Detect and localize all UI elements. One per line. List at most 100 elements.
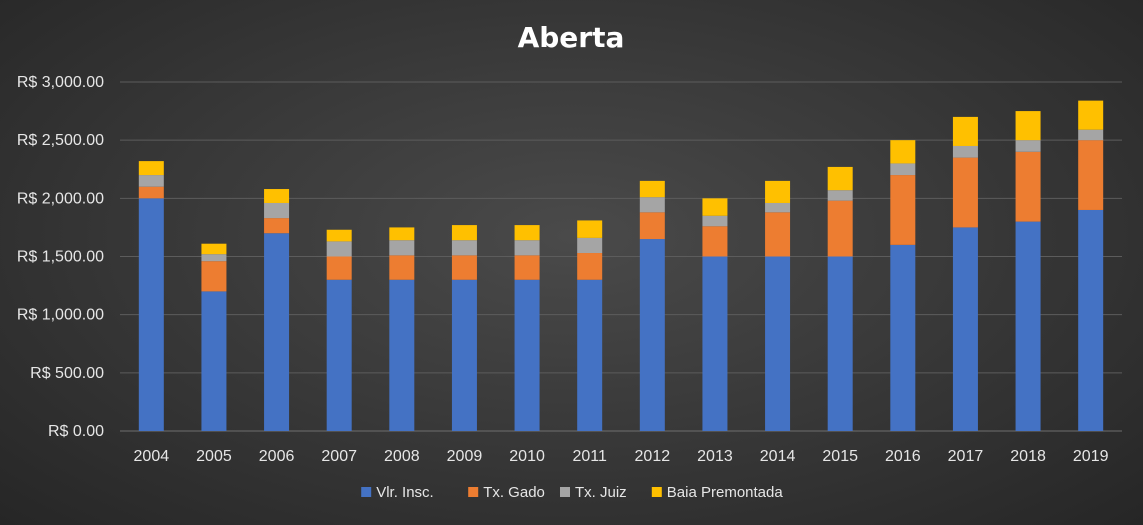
- bar-segment: [765, 180, 791, 203]
- y-tick-label: R$ 3,000.00: [17, 74, 104, 91]
- bar-segment: [702, 256, 728, 431]
- bar-segment: [451, 225, 477, 241]
- bar-stack: [138, 161, 164, 431]
- legend-item: Vlr. Insc.: [361, 484, 434, 501]
- legend-label: Vlr. Insc.: [376, 484, 434, 501]
- bar-segment: [952, 157, 978, 228]
- x-tick-label: 2014: [760, 448, 796, 465]
- bar-segment: [138, 175, 164, 187]
- y-tick-label: R$ 500.00: [30, 365, 104, 382]
- bar-segment: [827, 166, 853, 191]
- bar-segment: [389, 240, 415, 256]
- y-axis-tick-labels: R$ 0.00 R$ 500.00 R$ 1,000.00 R$ 1,500.00 R$…: [17, 74, 104, 440]
- bar-stack: [639, 180, 665, 431]
- bar-segment: [890, 175, 916, 245]
- bar-segment: [451, 255, 477, 280]
- bar-segment: [1078, 209, 1104, 431]
- bar-segment: [201, 291, 227, 431]
- bar-segment: [389, 227, 415, 241]
- y-tick-label: R$ 2,000.00: [17, 190, 104, 207]
- bar-segment: [138, 161, 164, 176]
- bar-segment: [952, 116, 978, 146]
- bar-segment: [451, 279, 477, 431]
- bar-segment: [264, 233, 290, 431]
- bar-stack: [451, 225, 477, 431]
- bar-segment: [827, 256, 853, 431]
- chart-title: Aberta: [518, 21, 625, 54]
- x-tick-label: 2017: [948, 448, 984, 465]
- x-tick-label: 2007: [321, 448, 357, 465]
- bar-stack: [389, 227, 415, 431]
- x-tick-label: 2010: [509, 448, 545, 465]
- x-tick-label: 2005: [196, 448, 232, 465]
- y-tick-label: R$ 1,500.00: [17, 249, 104, 266]
- bar-segment: [264, 189, 290, 203]
- bar-segment: [639, 212, 665, 240]
- bar-segment: [577, 279, 603, 431]
- bar-segment: [639, 180, 665, 198]
- bar-stack: [577, 220, 603, 431]
- bar-segment: [1078, 100, 1104, 130]
- bar-stack: [1015, 111, 1041, 431]
- x-tick-label: 2013: [697, 448, 733, 465]
- x-axis-tick-labels: 2004 2005 2006 2007 2008 2009 2010 2011 2012 2013…: [134, 448, 1109, 465]
- bar-segment: [827, 200, 853, 257]
- bar-segment: [326, 256, 352, 280]
- legend-swatch: [651, 487, 662, 497]
- bar-segment: [1015, 151, 1041, 222]
- bar-stack: [201, 243, 227, 431]
- x-tick-label: 2011: [572, 448, 607, 465]
- y-tick-label: R$ 0.00: [48, 423, 104, 440]
- bar-segment: [765, 202, 791, 213]
- bar-segment: [451, 240, 477, 256]
- bar-segment: [890, 244, 916, 431]
- bar-stack: [702, 198, 728, 431]
- bar-segment: [765, 256, 791, 431]
- bar-segment: [326, 241, 352, 257]
- legend-item: Tx. Gado: [468, 484, 545, 501]
- y-tick-label: R$ 2,500.00: [17, 132, 104, 149]
- bar-segment: [702, 215, 728, 227]
- bar-segment: [1015, 111, 1041, 141]
- bar-segment: [326, 279, 352, 431]
- bar-segment: [1015, 140, 1041, 152]
- x-tick-label: 2016: [885, 448, 921, 465]
- bar-stack: [765, 180, 791, 431]
- bar-segment: [201, 261, 227, 292]
- y-tick-label: R$ 1,000.00: [17, 307, 104, 324]
- bar-segment: [952, 145, 978, 158]
- bar-segment: [952, 227, 978, 431]
- bar-segment: [514, 255, 540, 280]
- bar-segment: [702, 198, 728, 216]
- bar-segment: [514, 240, 540, 256]
- legend-swatch: [560, 487, 570, 497]
- bar-segment: [389, 279, 415, 431]
- legend-item: Baia Premontada: [651, 484, 784, 501]
- bar-segment: [326, 229, 352, 242]
- bar-stack: [827, 166, 853, 431]
- bar-segment: [201, 254, 227, 262]
- bar-stack: [890, 140, 916, 431]
- legend-label: Baia Premontada: [667, 484, 784, 501]
- x-tick-label: 2018: [1010, 448, 1046, 465]
- bar-segment: [639, 239, 665, 431]
- bar-segment: [389, 255, 415, 280]
- bar-segment: [514, 279, 540, 431]
- bar-stack: [952, 116, 978, 431]
- x-tick-label: 2004: [134, 448, 170, 465]
- bar-segment: [1078, 129, 1104, 141]
- bar-segment: [577, 253, 603, 280]
- legend-item: Tx. Juiz: [560, 484, 627, 501]
- bar-stack: [326, 229, 352, 431]
- bar-segment: [1015, 221, 1041, 431]
- bar-segment: [201, 243, 227, 255]
- bar-segment: [702, 226, 728, 257]
- bar-segment: [890, 140, 916, 164]
- x-tick-label: 2012: [635, 448, 671, 465]
- bar-segment: [827, 190, 853, 201]
- bar-segment: [514, 225, 540, 241]
- x-tick-label: 2009: [447, 448, 483, 465]
- bars: [138, 100, 1104, 431]
